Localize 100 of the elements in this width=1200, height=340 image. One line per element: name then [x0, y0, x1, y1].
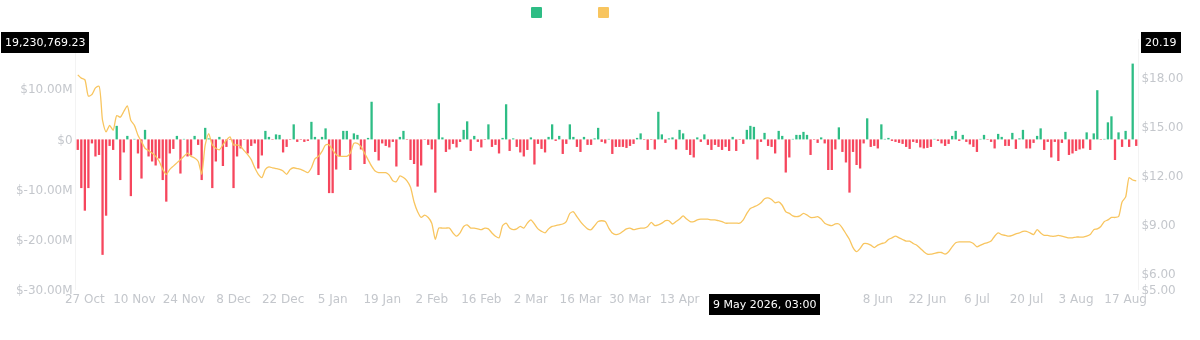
- bar: [901, 139, 904, 144]
- bar: [621, 139, 625, 147]
- x-tick-label: 13 Apr: [659, 292, 700, 306]
- bar: [112, 139, 115, 150]
- x-tick-label: 24 Nov: [162, 292, 206, 306]
- bar: [940, 139, 943, 144]
- bar: [848, 139, 851, 193]
- bar: [802, 131, 805, 140]
- bar: [1128, 139, 1131, 147]
- bar: [373, 139, 377, 152]
- bar: [140, 139, 143, 179]
- bar: [809, 139, 812, 155]
- bar: [1089, 139, 1092, 150]
- bar: [897, 139, 901, 143]
- bar: [678, 129, 681, 140]
- bar: [926, 139, 929, 148]
- bar: [1071, 139, 1074, 154]
- bar: [880, 124, 883, 140]
- bar: [1043, 139, 1046, 150]
- bar: [356, 134, 359, 140]
- bar: [193, 135, 196, 140]
- bar: [671, 137, 674, 140]
- bar: [94, 139, 97, 157]
- bar: [218, 136, 221, 140]
- bar: [257, 139, 260, 169]
- bar: [717, 139, 720, 147]
- bar: [894, 139, 897, 142]
- bar: [196, 139, 200, 145]
- x-tick-label: 2 Feb: [415, 292, 449, 306]
- bar: [455, 139, 458, 148]
- bar: [1117, 132, 1120, 140]
- bar: [611, 139, 614, 154]
- annotation: 19,230,769.23: [5, 36, 86, 49]
- x-tick-label: 22 Jun: [908, 292, 947, 306]
- x-tick-label: 2 Mar: [513, 292, 548, 306]
- bar: [703, 134, 706, 140]
- bar: [915, 139, 918, 143]
- y2-tick-label: $12.00: [1141, 169, 1184, 184]
- x-tick-label: 6 Jul: [963, 292, 990, 306]
- bar: [929, 139, 933, 147]
- bar: [370, 101, 373, 140]
- bar: [278, 134, 281, 140]
- bar: [561, 139, 564, 154]
- bar: [586, 139, 589, 145]
- bar: [947, 139, 950, 144]
- y2-tick-label: $18.00: [1141, 71, 1184, 86]
- bar: [1124, 130, 1127, 140]
- bar: [858, 139, 862, 169]
- text: 20.19: [1145, 36, 1177, 49]
- bar: [416, 139, 419, 187]
- bar: [490, 139, 494, 147]
- text: 9 May 2026, 03:00: [713, 298, 817, 311]
- bar: [816, 139, 819, 143]
- bar: [147, 139, 150, 157]
- bar: [766, 139, 770, 146]
- x-tick-label: 3 Aug: [1058, 292, 1094, 306]
- bar: [1110, 116, 1113, 140]
- x-tick-label: 10 Nov: [113, 292, 156, 306]
- x-tick-label: 16 Feb: [461, 292, 502, 306]
- bar: [1057, 139, 1060, 161]
- bar: [763, 132, 766, 140]
- y-tick-label: $-10.00M: [15, 182, 73, 197]
- x-tick-label: 19 Jan: [363, 292, 402, 306]
- bar: [363, 139, 366, 164]
- bar: [993, 139, 996, 149]
- bar: [625, 139, 628, 148]
- bar: [639, 133, 642, 140]
- x-tick-label: 8 Jun: [862, 292, 893, 306]
- x-tick-label: 30 Mar: [609, 292, 651, 306]
- bar: [632, 139, 635, 144]
- y2-tick-label: $15.00: [1141, 120, 1184, 135]
- bar: [742, 139, 745, 144]
- bar: [600, 139, 603, 142]
- bar: [614, 139, 617, 147]
- y2-tick-label: $6.00: [1141, 266, 1176, 281]
- bar: [533, 139, 536, 165]
- bar: [310, 121, 313, 140]
- bar: [720, 139, 724, 150]
- bar: [1120, 139, 1124, 147]
- bar: [975, 139, 979, 152]
- bar: [232, 139, 235, 189]
- x-tick-label: 5 Jan: [317, 292, 348, 306]
- y-tick-label: $-20.00M: [15, 233, 73, 247]
- x-tick-label: 22 Dec: [261, 292, 305, 306]
- bar: [409, 139, 412, 160]
- bar: [540, 139, 543, 149]
- bar: [618, 139, 621, 147]
- bar: [172, 139, 175, 149]
- bar: [324, 128, 327, 140]
- y2-tick-label: $9.00: [1141, 218, 1176, 233]
- bar: [317, 139, 320, 176]
- bar: [1064, 131, 1067, 140]
- bar: [101, 139, 104, 255]
- bar: [444, 139, 448, 152]
- bar: [628, 139, 632, 146]
- bar: [869, 139, 872, 147]
- bar: [349, 139, 352, 171]
- bar: [179, 139, 182, 174]
- bar: [710, 139, 713, 150]
- bar: [1025, 139, 1028, 149]
